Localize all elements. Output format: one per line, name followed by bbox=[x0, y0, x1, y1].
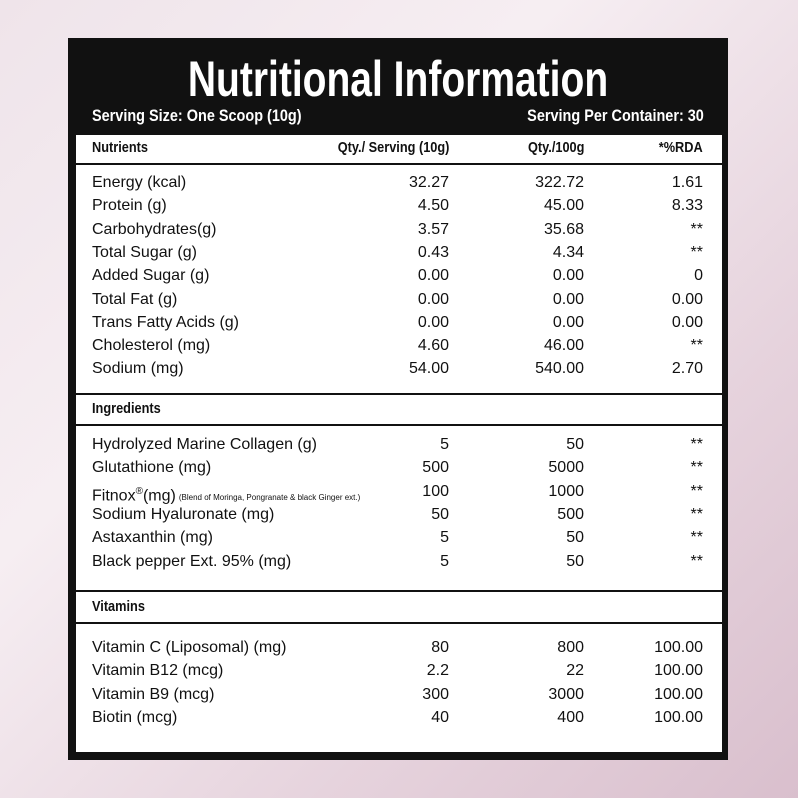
cell-value: 2.70 bbox=[671, 360, 703, 378]
cell-value: 54.00 bbox=[408, 360, 449, 378]
cell-value: ** bbox=[690, 552, 703, 570]
cell-value: 100.00 bbox=[654, 662, 703, 680]
cell-value: 40 bbox=[431, 708, 449, 726]
cell-value: 46.00 bbox=[543, 337, 584, 355]
cell-value: 100.00 bbox=[654, 685, 703, 703]
cell-value: 22 bbox=[566, 662, 584, 680]
cell-value: 0.00 bbox=[671, 313, 703, 331]
row-label: Energy (kcal) bbox=[92, 174, 187, 191]
cell-value: ** bbox=[690, 529, 703, 547]
row-label: Black pepper Ext. 95% (mg) bbox=[92, 552, 292, 570]
row-label: Trans Fatty Acids (g) bbox=[92, 313, 239, 331]
cell-value: 50 bbox=[431, 505, 449, 523]
cell-value: 500 bbox=[557, 505, 584, 523]
section-heading: Vitamins bbox=[92, 598, 145, 615]
cell-value: 0 bbox=[694, 267, 703, 285]
cell-value: 300 bbox=[422, 685, 449, 703]
cell-value: 1.61 bbox=[671, 174, 703, 191]
cell-value: ** bbox=[690, 220, 703, 238]
note: (Blend of Moringa, Pongranate & black Gi… bbox=[178, 492, 361, 502]
cell-value: ** bbox=[690, 459, 703, 477]
row-label: Hydrolyzed Marine Collagen (g) bbox=[92, 436, 317, 453]
unit: (mg) bbox=[142, 486, 176, 504]
cell-value: ** bbox=[690, 436, 703, 453]
row-label: Total Sugar (g) bbox=[92, 243, 197, 261]
cell-value: 32.27 bbox=[408, 174, 449, 191]
cell-value: 0.00 bbox=[417, 267, 449, 285]
cell-value: 540.00 bbox=[535, 360, 584, 378]
row-label: Vitamin B9 (mcg) bbox=[92, 685, 215, 703]
name: Fitnox bbox=[92, 486, 136, 504]
rule-line bbox=[76, 590, 722, 592]
cell-value: 322.72 bbox=[535, 174, 584, 191]
row-label: Vitamin B12 (mcg) bbox=[92, 662, 224, 680]
rule-line bbox=[76, 393, 722, 395]
cell-value: 5 bbox=[440, 552, 449, 570]
row-label: Vitamin C (Liposomal) (mg) bbox=[92, 639, 287, 656]
row-label: Carbohydrates(g) bbox=[92, 220, 217, 238]
cell-value: 0.00 bbox=[552, 267, 584, 285]
cell-value: ** bbox=[690, 482, 703, 500]
cell-value: 1000 bbox=[548, 482, 584, 500]
row-label: Sodium (mg) bbox=[92, 360, 184, 378]
cell-value: 45.00 bbox=[543, 197, 584, 215]
cell-value: 5000 bbox=[548, 459, 584, 477]
cell-value: 0.00 bbox=[417, 313, 449, 331]
section-heading: Ingredients bbox=[92, 400, 161, 417]
row-label: Biotin (mcg) bbox=[92, 708, 178, 726]
cell-value: 0.00 bbox=[552, 313, 584, 331]
cell-value: 0.43 bbox=[417, 243, 449, 261]
cell-value: 80 bbox=[431, 639, 449, 656]
cell-value: 2.2 bbox=[426, 662, 449, 680]
column-header: Nutrients bbox=[92, 139, 148, 156]
superscript: ® bbox=[135, 485, 143, 497]
row-label: Added Sugar (g) bbox=[92, 267, 210, 285]
cell-value: 100.00 bbox=[654, 639, 703, 656]
cell-value: 5 bbox=[440, 529, 449, 547]
cell-value: ** bbox=[690, 337, 703, 355]
cell-value: 4.60 bbox=[417, 337, 449, 355]
cell-value: 35.68 bbox=[543, 220, 584, 238]
servings-per-container: Serving Per Container: 30 bbox=[527, 106, 704, 125]
cell-value: 5 bbox=[440, 436, 449, 453]
cell-value: 3.57 bbox=[417, 220, 449, 238]
row-label: Glutathione (mg) bbox=[92, 459, 212, 477]
column-header: Qty./100g bbox=[527, 139, 584, 156]
cell-value: 8.33 bbox=[671, 197, 703, 215]
row-label: Total Fat (g) bbox=[92, 290, 178, 308]
cell-value: 500 bbox=[422, 459, 449, 477]
cell-value: 4.50 bbox=[417, 197, 449, 215]
cell-value: 100 bbox=[422, 482, 449, 500]
column-header: Qty./ Serving (10g) bbox=[337, 139, 449, 156]
cell-value: 400 bbox=[557, 708, 584, 726]
rule-line bbox=[76, 163, 722, 165]
cell-value: 100.00 bbox=[654, 708, 703, 726]
row-label: Sodium Hyaluronate (mg) bbox=[92, 505, 275, 523]
cell-value: 50 bbox=[566, 529, 584, 547]
title: Nutritional Information bbox=[187, 51, 609, 107]
cell-value: 0.00 bbox=[417, 290, 449, 308]
cell-value: 3000 bbox=[548, 685, 584, 703]
cell-value: 4.34 bbox=[552, 243, 584, 261]
row-label: Astaxanthin (mg) bbox=[92, 529, 213, 547]
cell-value: 50 bbox=[566, 552, 584, 570]
cell-value: ** bbox=[690, 505, 703, 523]
column-header: *%RDA bbox=[659, 139, 703, 156]
serving-size: Serving Size: One Scoop (10g) bbox=[92, 106, 302, 125]
cell-value: 50 bbox=[566, 436, 584, 453]
row-label: Protein (g) bbox=[92, 197, 167, 215]
rule-line bbox=[76, 622, 722, 624]
cell-value: 800 bbox=[557, 639, 584, 656]
cell-value: ** bbox=[690, 243, 703, 261]
row-label: Cholesterol (mg) bbox=[92, 337, 211, 355]
row-label: Fitnox®(mg) (Blend of Moringa, Pongranate… bbox=[92, 482, 360, 508]
label-panel: Nutritional Information Serving Size: On… bbox=[68, 38, 728, 760]
table: Nutrients Qty./ Serving (10g) Qty./100g *%R… bbox=[76, 135, 722, 752]
rule-line bbox=[76, 424, 722, 426]
cell-value: 0.00 bbox=[671, 290, 703, 308]
cell-value: 0.00 bbox=[552, 290, 584, 308]
